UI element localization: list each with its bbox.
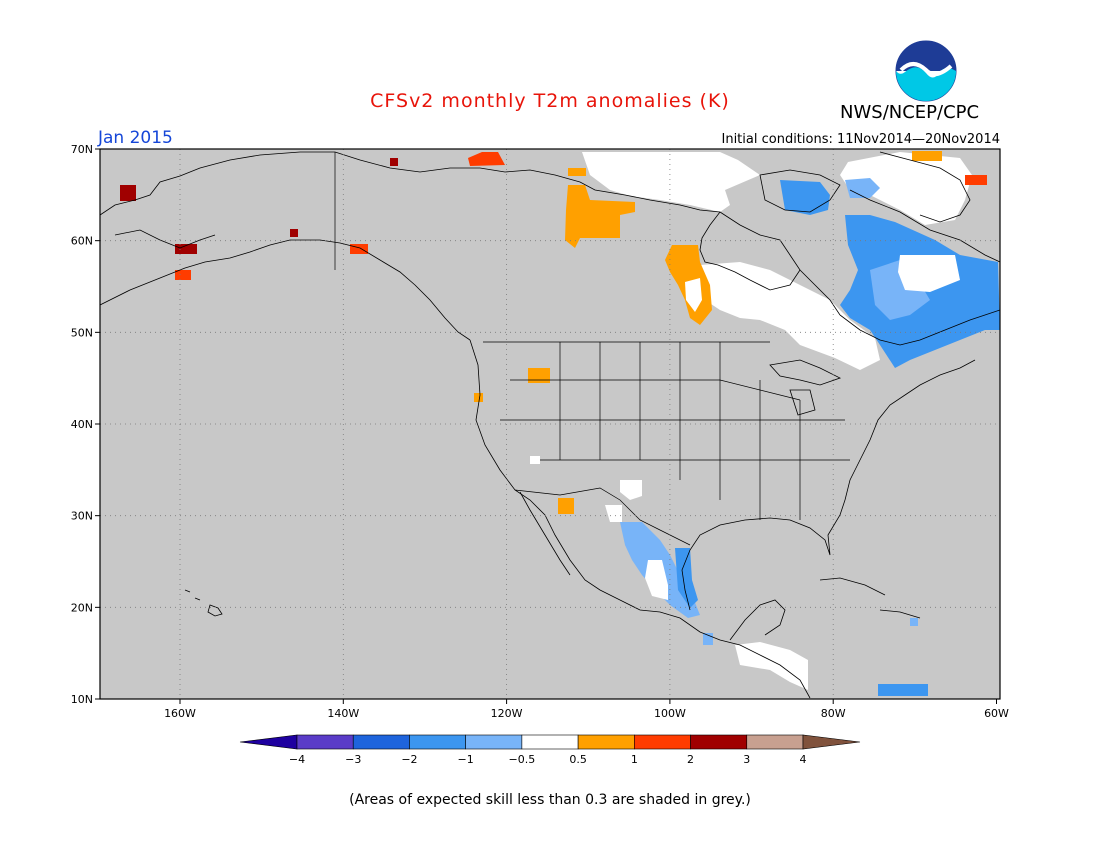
anomaly-orange-oregon xyxy=(474,393,483,402)
anomaly-darkred-1 xyxy=(120,185,136,201)
lon-tick-label: 100W xyxy=(654,707,686,720)
anomaly-lightblue-pr xyxy=(910,618,918,626)
lat-tick-label: 50N xyxy=(71,326,93,339)
colorbar-swatch xyxy=(409,734,466,750)
colorbar-swatch xyxy=(352,734,410,750)
political-borders xyxy=(334,152,850,546)
anomaly-white-hudson xyxy=(700,262,880,370)
anomaly-darkred-4 xyxy=(290,229,298,237)
anomaly-blue-baffin-2 xyxy=(845,178,880,198)
colorbar-swatch xyxy=(296,734,354,750)
colorbar-swatch xyxy=(746,734,804,750)
anomaly-red-7 xyxy=(468,152,505,166)
skill-footnote: (Areas of expected skill less than 0.3 a… xyxy=(349,792,751,808)
anomaly-red-5 xyxy=(350,244,368,254)
colorbar-swatch xyxy=(690,734,748,750)
colorbar-swatch xyxy=(521,734,579,750)
colorbar-tick-label: −3 xyxy=(345,753,361,766)
anomaly-orange-8 xyxy=(912,151,942,161)
colorbar-tick-label: 1 xyxy=(631,753,638,766)
lat-tick-label: 20N xyxy=(71,601,93,614)
anomaly-blue-baffin xyxy=(780,180,830,215)
colorbar-swatch xyxy=(802,734,861,750)
colorbar-tick-label: −1 xyxy=(458,753,474,766)
anomaly-white-texas xyxy=(620,480,642,500)
agency-label: NWS/NCEP/CPC xyxy=(840,102,980,123)
colorbar-tick-label: 2 xyxy=(687,753,694,766)
anomaly-blue-gulfcoast xyxy=(675,548,698,608)
lat-tick-label: 10N xyxy=(71,693,93,706)
anomaly-red-9 xyxy=(965,175,987,185)
colorbar-tick-label: −4 xyxy=(289,753,305,766)
anomaly-white-mexico-inner xyxy=(645,560,668,600)
anomaly-blue-caribbean xyxy=(878,684,928,696)
colorbar-tick-label: 3 xyxy=(743,753,750,766)
anomaly-darkred-2 xyxy=(175,244,197,254)
anomaly-white-greenland xyxy=(840,152,972,225)
anomaly-white-arctic xyxy=(582,152,760,212)
lat-tick-label: 60N xyxy=(71,235,93,248)
colorbar-tick-label: −0.5 xyxy=(509,753,536,766)
colorbar-tick-label: −2 xyxy=(401,753,417,766)
latitude-ticks: 70N 60N 50N 40N 30N 20N 10N xyxy=(71,143,100,706)
lat-tick-label: 30N xyxy=(71,510,93,523)
colorbar-swatch xyxy=(465,734,523,750)
anomaly-orange-arizona xyxy=(558,498,574,514)
anomaly-white-centralam xyxy=(735,642,808,690)
noaa-logo-icon xyxy=(895,40,957,102)
anomaly-white-nm xyxy=(530,456,540,464)
chart-title: CFSv2 monthly T2m anomalies (K) xyxy=(370,90,730,112)
coastlines xyxy=(100,151,1000,699)
colorbar-tick-label: 4 xyxy=(800,753,807,766)
lat-tick-label: 40N xyxy=(71,418,93,431)
lon-tick-label: 160W xyxy=(164,707,196,720)
colorbar-swatch xyxy=(577,734,635,750)
colorbar-labels: −4 −3 −2 −1 −0.5 0.5 1 2 3 4 xyxy=(289,753,807,766)
lat-tick-label: 70N xyxy=(71,143,93,156)
colorbar-swatch xyxy=(634,734,691,750)
lon-tick-label: 140W xyxy=(327,707,359,720)
anomaly-orange-idaho xyxy=(528,368,550,383)
anomaly-white-manitoba xyxy=(685,278,702,312)
colorbar-tick-label: 0.5 xyxy=(569,753,587,766)
anomaly-orange-10 xyxy=(568,168,586,176)
anomaly-white-quebec-inner xyxy=(898,255,960,292)
initial-conditions-label: Initial conditions: 11Nov2014—20Nov2014 xyxy=(721,132,1001,147)
anomaly-lightblue-yucatan xyxy=(703,633,713,645)
anomaly-red-3 xyxy=(175,270,191,280)
longitude-ticks: 160W 140W 120W 100W 80W 60W xyxy=(164,699,1009,720)
map-grid xyxy=(100,149,1000,699)
colorbar-swatch xyxy=(239,734,298,750)
anomaly-orange-nwt xyxy=(565,185,635,248)
anomaly-white-sierra xyxy=(605,505,622,522)
lon-tick-label: 60W xyxy=(984,707,1009,720)
lon-tick-label: 80W xyxy=(821,707,846,720)
forecast-month-label: Jan 2015 xyxy=(98,128,173,148)
colorbar-legend xyxy=(239,734,861,750)
anomaly-darkred-6 xyxy=(390,158,398,166)
lon-tick-label: 120W xyxy=(491,707,523,720)
